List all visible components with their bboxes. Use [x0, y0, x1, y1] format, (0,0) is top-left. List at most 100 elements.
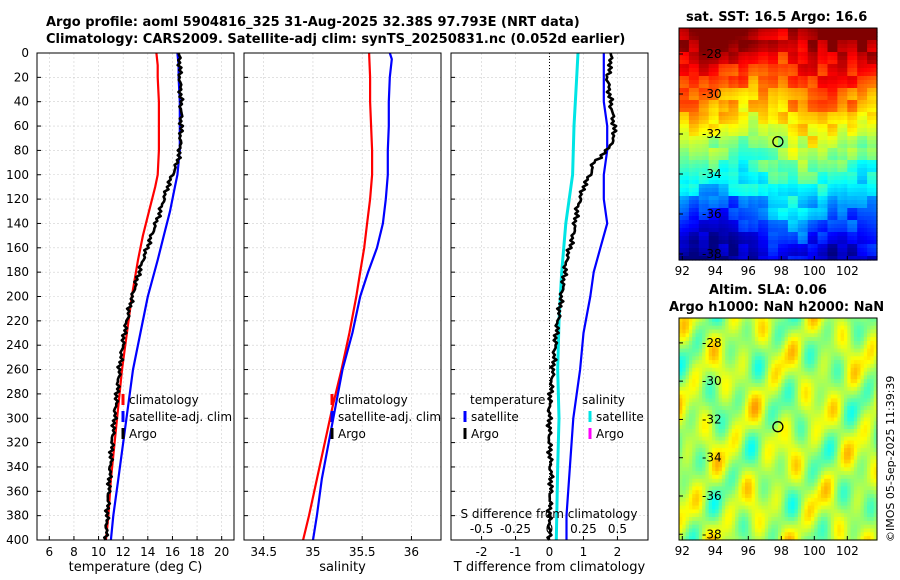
- map-cell: [844, 208, 848, 213]
- map-cell: [761, 104, 766, 109]
- map-cell: [712, 337, 716, 342]
- map-cell: [761, 92, 766, 97]
- map-cell: [688, 236, 693, 241]
- map-cell: [834, 252, 838, 257]
- map-cell: [692, 108, 697, 113]
- map-cell: [692, 128, 697, 133]
- map-cell: [731, 60, 736, 65]
- map-cell: [725, 52, 730, 57]
- map-cell: [827, 356, 832, 361]
- map-cell: [817, 164, 822, 169]
- map-cell: [754, 76, 759, 81]
- map-cell: [692, 379, 697, 384]
- map-cell: [791, 72, 796, 77]
- map-cell: [844, 144, 848, 149]
- map-cell: [685, 390, 690, 396]
- map-cell: [794, 356, 799, 361]
- map-cell: [718, 204, 723, 209]
- map-cell: [682, 112, 687, 117]
- map-cell: [807, 164, 812, 169]
- map-cell: [817, 144, 822, 149]
- map-cell: [870, 325, 875, 331]
- map-cell: [840, 116, 845, 121]
- map-cell: [847, 390, 852, 396]
- map-cell: [811, 160, 815, 165]
- map-cell: [804, 325, 809, 331]
- map-cell: [847, 28, 852, 33]
- map-cell: [857, 128, 862, 133]
- map-cell: [745, 116, 749, 121]
- map-cell: [824, 160, 829, 165]
- axes-frame: [243, 52, 442, 541]
- map-cell: [702, 386, 706, 392]
- map-cell: [870, 180, 875, 185]
- map-cell: [830, 152, 835, 157]
- map-cell: [682, 383, 687, 388]
- map-cell: [804, 244, 809, 249]
- map-cell: [794, 192, 799, 197]
- map-cell: [738, 180, 743, 185]
- map-cell: [771, 120, 776, 125]
- map-cell: [718, 88, 723, 93]
- map-cell: [784, 144, 789, 149]
- map-cell: [692, 232, 697, 237]
- map-cell: [853, 92, 858, 97]
- map-cell: [853, 329, 858, 334]
- map-cell: [758, 124, 763, 129]
- map-cell: [863, 128, 868, 133]
- map-cell: [754, 184, 759, 189]
- map-cell: [824, 196, 829, 201]
- map-cell: [834, 386, 838, 392]
- map-cell: [758, 80, 763, 85]
- map-y-tick-label: -32: [702, 127, 722, 141]
- map-cell: [735, 144, 739, 149]
- map-cell: [721, 40, 726, 45]
- map-cell: [844, 321, 848, 327]
- map-cell: [728, 208, 733, 213]
- map-cell: [873, 367, 878, 373]
- map-cell: [735, 248, 739, 253]
- map-cell: [870, 386, 875, 392]
- map-cell: [794, 176, 799, 181]
- map-cell: [728, 360, 733, 365]
- map-cell: [679, 204, 683, 209]
- map-cell: [837, 112, 842, 117]
- map-cell: [748, 371, 753, 376]
- map-cell: [712, 200, 716, 205]
- map-cell: [787, 348, 792, 353]
- map-cell: [830, 92, 835, 97]
- map-cell: [754, 228, 759, 233]
- map-cell: [850, 68, 855, 73]
- map-cell: [695, 375, 700, 380]
- map-cell: [830, 116, 835, 121]
- map-cell: [834, 84, 838, 89]
- map-cell: [695, 68, 700, 73]
- map-cell: [692, 44, 697, 49]
- map-cell: [847, 36, 852, 41]
- map-cell: [778, 172, 782, 177]
- map-cell: [834, 176, 838, 181]
- map-cell: [781, 172, 786, 177]
- map-cell: [705, 390, 710, 396]
- map-cell: [817, 228, 822, 233]
- map-cell: [731, 172, 736, 177]
- map-cell: [857, 56, 862, 61]
- map-cell: [850, 228, 855, 233]
- map-cell: [712, 367, 716, 373]
- map-cell: [698, 52, 703, 57]
- map-cell: [870, 228, 875, 233]
- map-cell: [758, 104, 763, 109]
- map-cell: [738, 244, 743, 249]
- map-cell: [791, 176, 796, 181]
- map-cell: [774, 80, 779, 85]
- map-cell: [768, 329, 772, 334]
- map-cell: [721, 371, 726, 376]
- map-cell: [751, 44, 756, 49]
- map-cell: [771, 164, 776, 169]
- map-cell: [794, 200, 799, 205]
- map-cell: [764, 112, 769, 117]
- map-cell: [738, 168, 743, 173]
- map-cell: [741, 64, 746, 69]
- map-cell: [771, 64, 776, 69]
- map-cell: [761, 48, 766, 53]
